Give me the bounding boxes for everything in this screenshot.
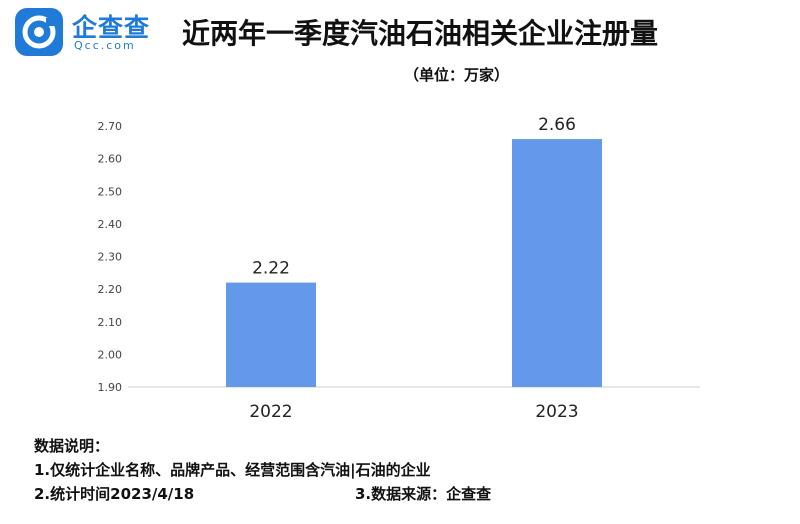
- data-label: 2.66: [538, 115, 576, 135]
- bar-2023: [512, 139, 602, 387]
- y-tick-label: 2.00: [98, 348, 123, 361]
- y-tick-label: 2.20: [98, 283, 123, 296]
- data-notes: 数据说明： 1.仅统计企业名称、品牌产品、经营范围含汽油|石油的企业 2.统计时…: [34, 434, 491, 506]
- chart-subtitle: （单位：万家）: [404, 66, 510, 84]
- data-label: 2.22: [252, 259, 290, 279]
- note-line-3: 3.数据来源：企查查: [355, 485, 492, 503]
- y-tick-label: 1.90: [98, 381, 123, 394]
- y-tick-label: 2.10: [98, 316, 123, 329]
- note-line-2: 2.统计时间2023/4/18: [34, 485, 195, 503]
- note-line-2-row: 2.统计时间2023/4/18 3.数据来源：企查查: [34, 482, 491, 506]
- note-line-1: 1.仅统计企业名称、品牌产品、经营范围含汽油|石油的企业: [34, 461, 431, 479]
- y-tick-label: 2.50: [98, 185, 123, 198]
- logo-name: 企查查: [72, 13, 151, 42]
- y-tick-label: 2.70: [98, 120, 123, 133]
- qcc-logo-icon: [15, 8, 63, 56]
- y-tick-label: 2.30: [98, 251, 123, 264]
- notes-heading: 数据说明：: [34, 437, 110, 455]
- y-tick-label: 2.60: [98, 153, 123, 166]
- chart-title: 近两年一季度汽油石油相关企业注册量: [182, 17, 659, 50]
- logo-domain: Qcc.com: [74, 39, 136, 52]
- y-tick-label: 2.40: [98, 218, 123, 231]
- x-tick-label: 2022: [249, 402, 292, 422]
- qcc-logo: 企查查 Qcc.com: [14, 6, 174, 58]
- x-tick-label: 2023: [535, 402, 578, 422]
- bar-2022: [226, 282, 316, 387]
